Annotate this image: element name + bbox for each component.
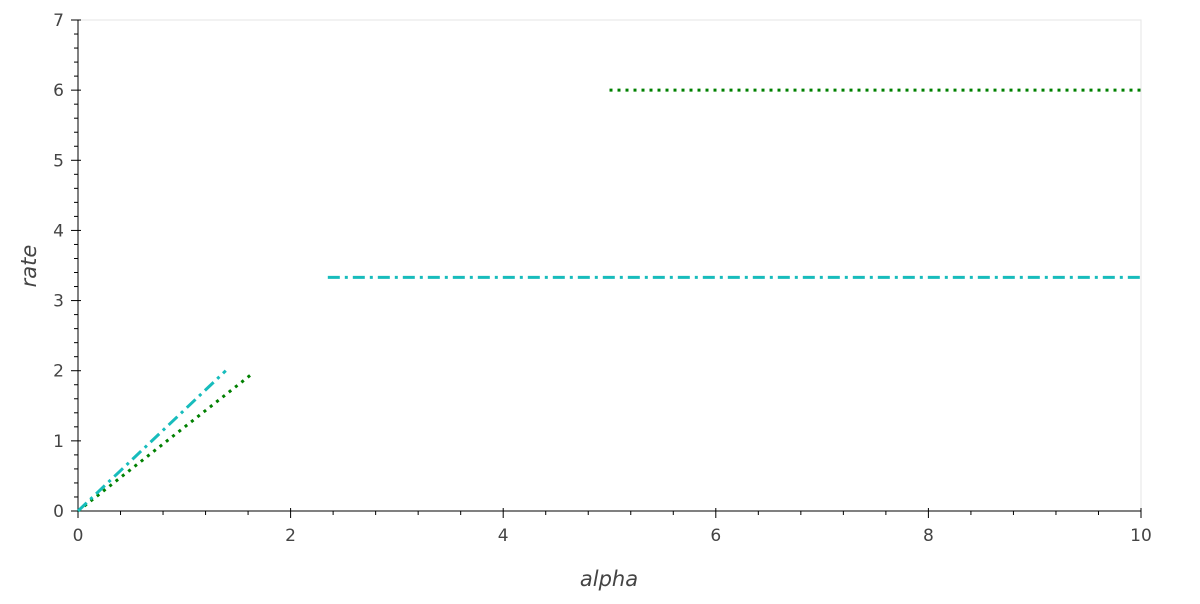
x-tick-label: 8	[923, 526, 934, 546]
series-line	[77, 88, 1141, 513]
x-tick-label: 6	[710, 526, 721, 546]
plot-frame	[77, 19, 1142, 512]
y-axis-label: rate	[17, 245, 41, 288]
y-tick-label: 4	[53, 221, 64, 241]
y-tick-label: 3	[53, 292, 64, 312]
x-tick-label: 4	[498, 526, 509, 546]
y-tick-label: 7	[53, 11, 64, 31]
series-line	[76, 275, 1141, 513]
y-tick-label: 1	[53, 432, 64, 452]
x-tick-label: 0	[73, 526, 84, 546]
x-tick-label: 2	[285, 526, 296, 546]
y-tick-label: 0	[53, 502, 64, 522]
y-tick-label: 6	[53, 81, 64, 101]
y-tick-label: 2	[53, 362, 64, 382]
y-tick-label: 5	[53, 151, 64, 171]
x-axis-label: alpha	[580, 567, 638, 591]
x-tick-label: 10	[1130, 526, 1152, 546]
